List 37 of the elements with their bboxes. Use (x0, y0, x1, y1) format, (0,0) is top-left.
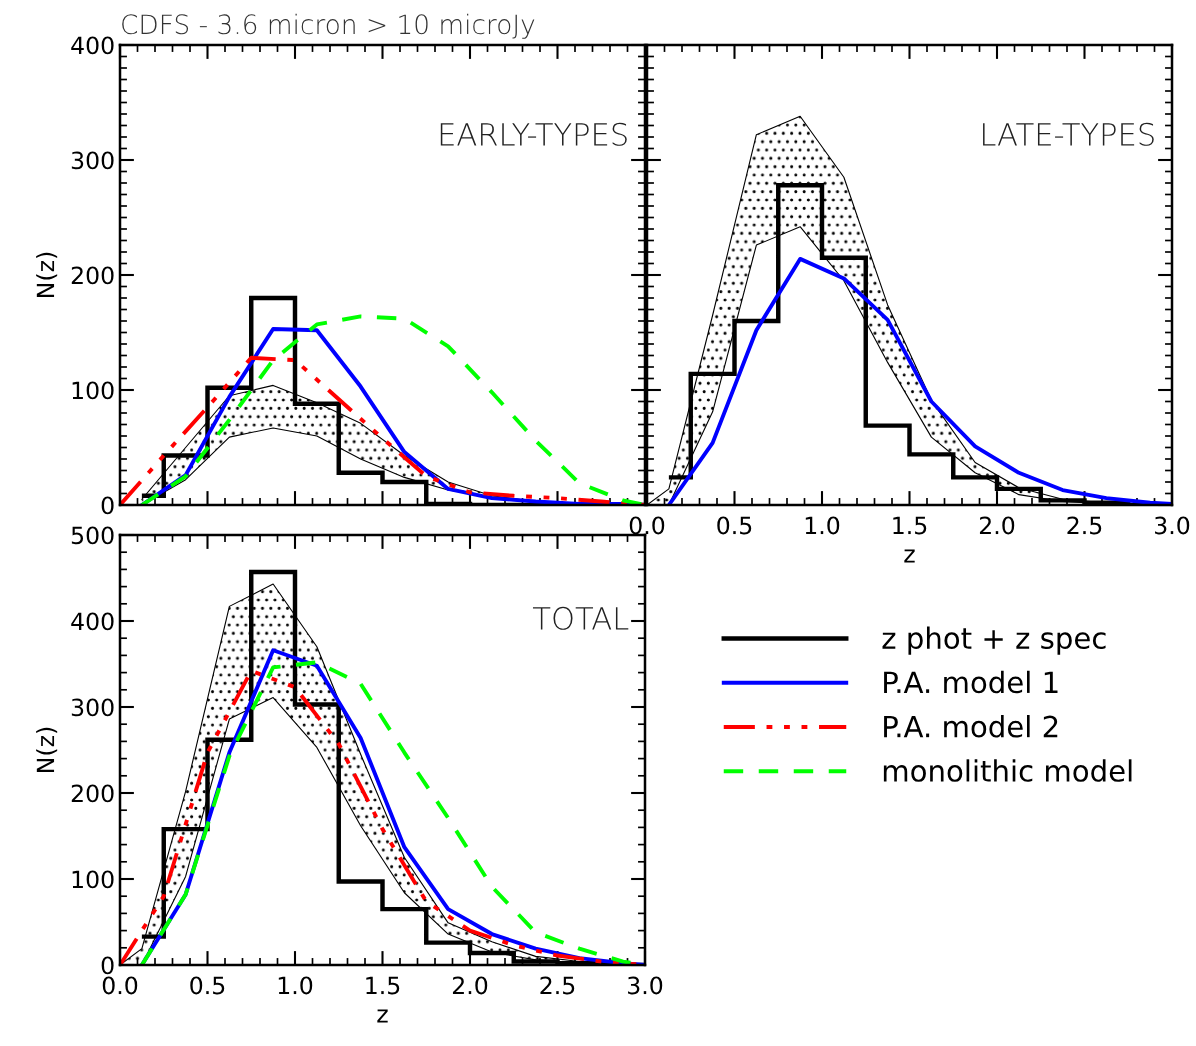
legend-label: z phot + z spec (882, 626, 1106, 655)
y-tick-label: 0 (101, 956, 114, 975)
x-tick-label: 3.0 (628, 976, 663, 995)
x-tick-label: 0.5 (717, 516, 752, 535)
x-axis-title: z (377, 1009, 388, 1023)
y-tick-label: 200 (71, 266, 114, 285)
x-tick-label: 2.0 (979, 516, 1015, 535)
annotation: EARLY-TYPES (440, 122, 627, 146)
legend-label: P.A. model 2 (884, 715, 1058, 738)
legend-label: P.A. model 1 (884, 670, 1058, 694)
x-tick-label: 0.5 (190, 976, 225, 995)
x-tick-label: 1.5 (893, 516, 927, 535)
y-axis-title: N(z) (36, 727, 58, 772)
x-tick-label: 1.0 (278, 976, 313, 995)
y-tick-label: 100 (72, 381, 114, 400)
y-tick-label: 500 (71, 526, 114, 545)
y-tick-label: 100 (72, 870, 114, 889)
x-tick-label: 0.0 (102, 976, 138, 995)
x-tick-label: 1.0 (805, 516, 840, 535)
x-tick-label: 1.5 (366, 976, 400, 995)
x-tick-label: 2.5 (1067, 516, 1102, 535)
y-tick-label: 400 (71, 36, 114, 55)
x-tick-label: 2.0 (452, 976, 488, 995)
annotation: LATE-TYPES (983, 122, 1154, 146)
x-tick-label: 2.5 (540, 976, 575, 995)
x-axis-title: z (904, 549, 915, 563)
y-tick-label: 400 (71, 612, 114, 631)
y-tick-label: 0 (101, 496, 114, 515)
y-tick-label: 200 (71, 784, 114, 803)
legend-label: monolithic model (883, 759, 1132, 782)
annotation: TOTAL (532, 606, 629, 630)
x-tick-label: 0.0 (629, 516, 665, 535)
x-tick-label: 3.0 (1155, 516, 1190, 535)
chart-title: CDFS - 3.6 micron > 10 microJy (122, 13, 535, 39)
y-tick-label: 300 (71, 698, 114, 717)
y-tick-label: 300 (71, 151, 114, 170)
y-axis-title: N(z) (36, 252, 58, 297)
